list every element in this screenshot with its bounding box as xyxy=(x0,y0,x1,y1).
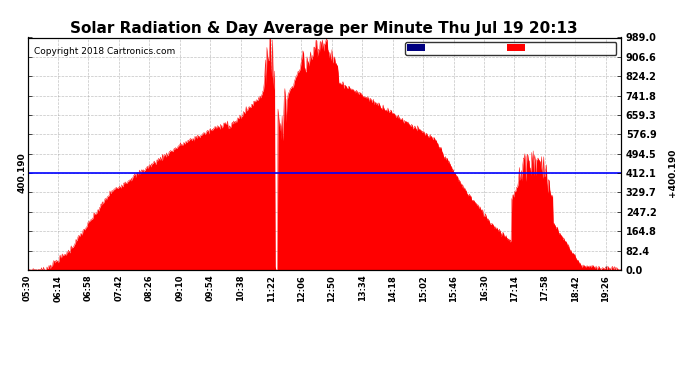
Legend: Median (w/m2), Radiation (w/m2): Median (w/m2), Radiation (w/m2) xyxy=(406,42,616,55)
Text: Copyright 2018 Cartronics.com: Copyright 2018 Cartronics.com xyxy=(34,47,175,56)
Text: +400.190: +400.190 xyxy=(669,149,678,197)
Text: 400.190: 400.190 xyxy=(17,153,27,194)
Title: Solar Radiation & Day Average per Minute Thu Jul 19 20:13: Solar Radiation & Day Average per Minute… xyxy=(70,21,578,36)
